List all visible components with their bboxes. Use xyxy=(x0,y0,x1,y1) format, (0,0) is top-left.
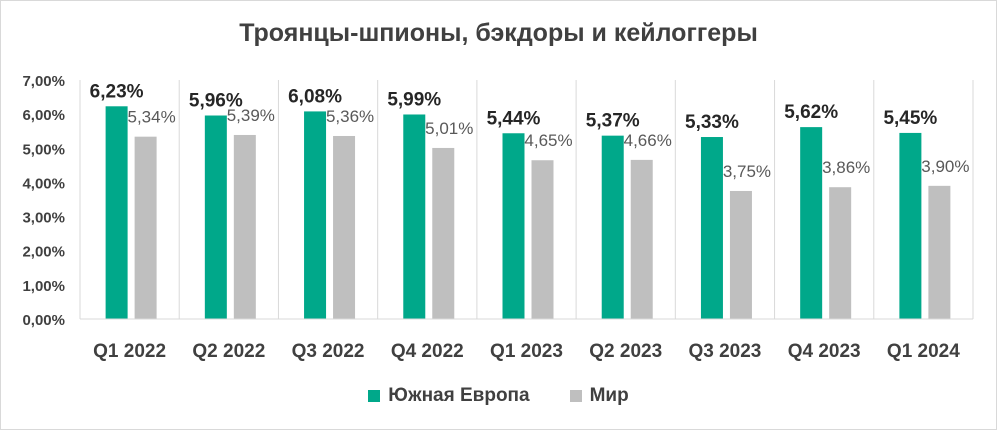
x-tick-label: Q1 2024 xyxy=(887,341,960,362)
bar-world xyxy=(531,160,554,319)
bar-world xyxy=(729,190,752,319)
bar-south-europe xyxy=(899,132,922,319)
bar-south-europe xyxy=(700,137,723,319)
bar-world xyxy=(333,135,356,319)
bar-world xyxy=(630,159,653,319)
data-label-south-europe: 6,23% xyxy=(90,81,144,102)
chart-title: Троянцы-шпионы, бэкдоры и кейлоггеры xyxy=(239,19,758,47)
data-label-south-europe: 5,45% xyxy=(883,108,937,129)
y-tick-label: 4,00% xyxy=(22,175,65,192)
bar-south-europe xyxy=(800,127,823,319)
y-tick-label: 1,00% xyxy=(22,278,65,295)
legend-label-world: Мир xyxy=(589,385,629,406)
data-label-south-europe: 5,62% xyxy=(784,102,838,123)
data-label-world: 3,90% xyxy=(921,157,969,176)
y-tick-label: 7,00% xyxy=(22,73,65,90)
x-tick-label: Q4 2023 xyxy=(788,341,861,362)
legend-item-world: Мир xyxy=(569,385,629,407)
x-tick-label: Q1 2022 xyxy=(93,341,166,362)
y-tick-label: 6,00% xyxy=(22,107,65,124)
bar-world xyxy=(928,185,951,319)
bar-south-europe xyxy=(403,114,426,319)
x-tick-label: Q3 2022 xyxy=(292,341,365,362)
x-tick-label: Q3 2023 xyxy=(688,341,761,362)
bar-world xyxy=(432,147,455,319)
data-label-south-europe: 5,44% xyxy=(487,108,541,129)
legend: Южная Европа Мир xyxy=(1,385,996,407)
bar-south-europe xyxy=(601,135,624,319)
data-label-south-europe: 6,08% xyxy=(288,86,342,107)
x-tick-label: Q1 2023 xyxy=(490,341,563,362)
data-label-world: 3,75% xyxy=(723,162,771,181)
data-label-world: 5,34% xyxy=(128,108,176,127)
y-tick-label: 3,00% xyxy=(22,210,65,227)
data-label-south-europe: 5,99% xyxy=(387,89,441,110)
bar-south-europe xyxy=(304,111,327,319)
data-label-world: 3,86% xyxy=(822,158,870,177)
data-label-world: 4,66% xyxy=(624,131,672,150)
y-tick-label: 2,00% xyxy=(22,244,65,261)
bar-south-europe xyxy=(502,133,525,319)
data-label-world: 5,01% xyxy=(425,119,473,138)
data-label-south-europe: 5,37% xyxy=(586,111,640,132)
data-label-world: 4,65% xyxy=(524,131,572,150)
x-tick-label: Q2 2023 xyxy=(589,341,662,362)
bar-world xyxy=(829,187,852,319)
y-tick-label: 5,00% xyxy=(22,141,65,158)
data-label-world: 5,36% xyxy=(326,107,374,126)
bar-south-europe xyxy=(105,106,128,319)
x-tick-label: Q4 2022 xyxy=(391,341,464,362)
legend-swatch-world xyxy=(569,390,582,402)
x-tick-label: Q2 2022 xyxy=(192,341,265,362)
bar-south-europe xyxy=(204,115,227,319)
data-label-south-europe: 5,96% xyxy=(189,91,243,112)
data-label-south-europe: 5,33% xyxy=(685,112,739,133)
legend-swatch-south-europe xyxy=(368,390,381,402)
y-tick-label: 0,00% xyxy=(22,312,65,329)
legend-item-south-europe: Южная Европа xyxy=(368,385,530,407)
bar-world xyxy=(233,134,256,319)
data-label-world: 5,39% xyxy=(227,106,275,125)
legend-label-south-europe: Южная Европа xyxy=(388,385,530,406)
bar-world xyxy=(134,136,157,319)
